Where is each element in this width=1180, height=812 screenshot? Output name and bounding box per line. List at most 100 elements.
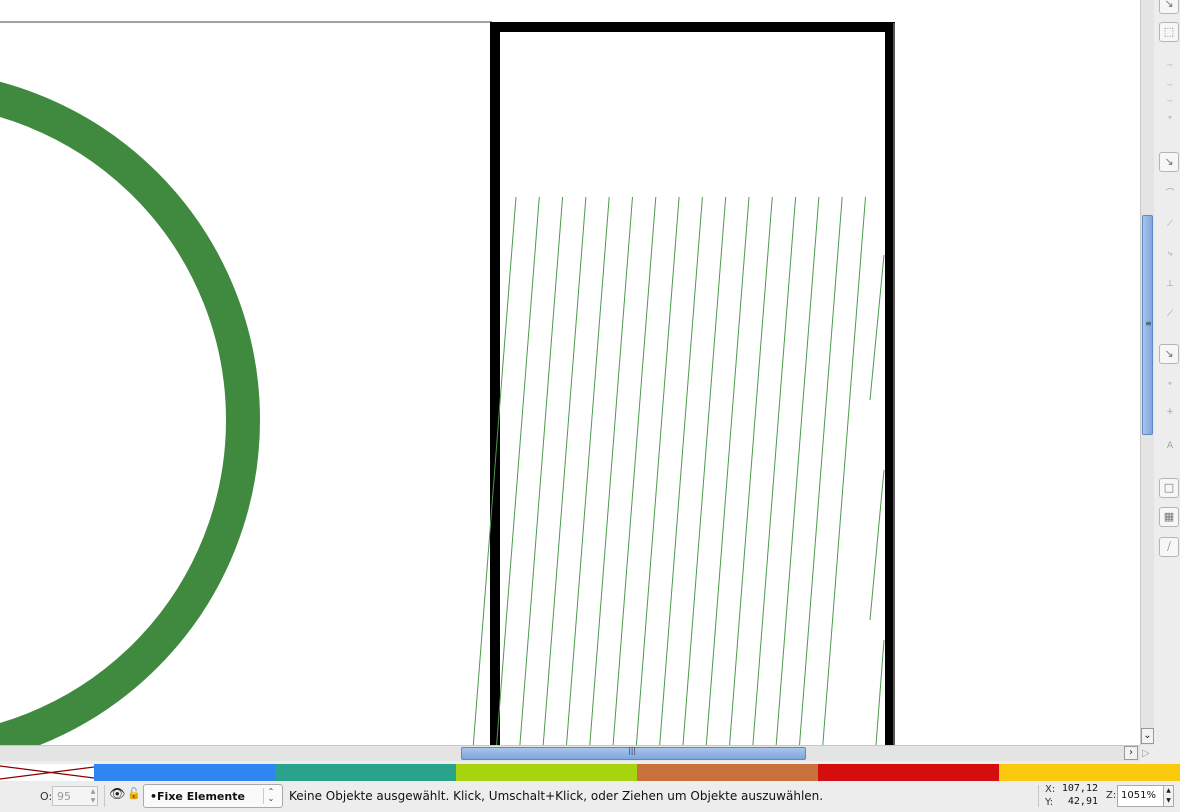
no-paint-x-icon xyxy=(0,765,95,780)
snap-toolbar: ↘ ⬚ ┈ ┈ ┈ ∘ ↘ ⌒ ⟋ ⤷ ⊥ ⟋ ↘ ∘ + A □ ▦ ⧸ xyxy=(1155,0,1180,760)
snap-nodes-button[interactable]: ↘ xyxy=(1159,152,1179,172)
hatch-line xyxy=(802,196,820,403)
hatch-line xyxy=(598,401,617,623)
hatch-line xyxy=(659,621,670,745)
divider xyxy=(1038,785,1039,807)
color-swatch[interactable] xyxy=(999,764,1180,781)
scroll-down-button[interactable]: ⌄ xyxy=(1141,728,1154,744)
snap-icon: ↘ xyxy=(1164,0,1174,10)
palette-menu-icon[interactable]: ▷ xyxy=(1142,748,1150,759)
hatch-line xyxy=(546,196,564,403)
snap-bbox-button[interactable]: ⬚ xyxy=(1159,22,1179,42)
hatch-line xyxy=(639,196,657,403)
chevron-down-icon: ⌄ xyxy=(1143,730,1152,741)
hatch-line xyxy=(522,196,540,403)
hatch-line xyxy=(785,401,804,623)
grid-icon: ▦ xyxy=(1163,510,1175,523)
snap-toggle-button[interactable]: ↘ xyxy=(1159,0,1179,14)
hatch-line xyxy=(622,401,641,623)
hatch-line xyxy=(612,621,624,745)
snap-cusp-icon[interactable]: ⤷ xyxy=(1167,249,1173,259)
hatch-line xyxy=(732,196,750,403)
hatch-line xyxy=(505,401,524,623)
color-swatch[interactable] xyxy=(275,764,456,781)
snap-intersections-icon[interactable]: ⟋ xyxy=(1166,219,1174,229)
hatch-line xyxy=(729,621,740,745)
hatch-line xyxy=(542,621,554,745)
lock-icon[interactable]: 🔓 xyxy=(127,787,141,800)
hatch-line xyxy=(705,621,717,745)
hatch-line xyxy=(616,196,633,403)
horizontal-scrollbar[interactable]: ||| › xyxy=(0,745,1140,761)
hatch-line xyxy=(589,621,600,745)
chevron-updown-icon: ⌃ ⌄ xyxy=(263,788,278,804)
hatch-line xyxy=(779,196,797,403)
zoom-label: Z: xyxy=(1106,790,1117,801)
opacity-spinner[interactable]: ▲ ▼ xyxy=(90,788,96,804)
zoom-input[interactable]: 1051% xyxy=(1117,785,1164,807)
drawing-canvas[interactable]: v xyxy=(0,0,1140,745)
hatch-line xyxy=(869,469,885,621)
hatch-line xyxy=(692,401,711,623)
hatch-line xyxy=(529,401,548,623)
hatch-line xyxy=(775,621,787,745)
color-swatch[interactable] xyxy=(456,764,637,781)
color-swatch[interactable] xyxy=(94,764,275,781)
nodes-icon: ↘ xyxy=(1164,155,1174,168)
snap-rotation-center-icon[interactable]: + xyxy=(1166,407,1174,417)
snap-others-button[interactable]: ↘ xyxy=(1159,344,1179,364)
guides-icon: ⧸ xyxy=(1167,540,1171,553)
hatch-line xyxy=(682,621,694,745)
hatch-line xyxy=(645,401,664,623)
snap-grid-button[interactable]: ▦ xyxy=(1159,507,1179,527)
snap-page-button[interactable]: □ xyxy=(1159,478,1179,498)
bbox-icon: ⬚ xyxy=(1163,25,1175,38)
status-message: Keine Objekte ausgewählt. Klick, Umschal… xyxy=(289,789,824,803)
page-icon: □ xyxy=(1163,481,1175,494)
zoom-spinner[interactable]: ▲ ▼ xyxy=(1163,785,1174,807)
color-swatch[interactable] xyxy=(818,764,999,781)
snap-midpoint-path-icon[interactable]: ⟋ xyxy=(1166,309,1174,319)
green-ring[interactable] xyxy=(0,81,260,745)
hatch-pattern[interactable] xyxy=(472,196,885,745)
black-frame-rect[interactable] xyxy=(490,22,895,745)
hatch-line xyxy=(635,621,647,745)
chevron-right-icon: › xyxy=(1129,747,1133,758)
snap-paths-icon[interactable]: ⌒ xyxy=(1165,189,1175,199)
hatch-line xyxy=(552,401,571,623)
color-swatch[interactable] xyxy=(637,764,818,781)
hatch-line xyxy=(822,621,833,745)
hatch-line xyxy=(668,401,687,623)
hatch-line xyxy=(762,401,781,623)
palette-swatches xyxy=(94,764,1180,781)
hatch-line xyxy=(575,401,594,623)
scroll-right-button[interactable]: › xyxy=(1124,746,1138,760)
snap-guides-button[interactable]: ⧸ xyxy=(1159,537,1179,557)
no-paint-swatch[interactable] xyxy=(0,764,95,781)
snap-text-baseline-icon[interactable]: A xyxy=(1166,441,1174,451)
snap-bbox-corners-icon[interactable]: ┈ xyxy=(1167,81,1173,91)
others-icon: ↘ xyxy=(1164,347,1174,360)
hatch-line xyxy=(875,639,885,745)
horizontal-scrollbar-thumb[interactable]: ||| xyxy=(461,746,806,760)
y-coord-value: 42,91 xyxy=(1067,796,1098,807)
vertical-scrollbar-thumb[interactable]: ≡ xyxy=(1142,215,1153,435)
hatch-line xyxy=(709,196,727,403)
hatch-line xyxy=(825,196,843,403)
canvas-drawing xyxy=(0,21,895,745)
vertical-scrollbar[interactable]: ≡ ⌄ xyxy=(1140,0,1154,745)
snap-smooth-icon[interactable]: ⊥ xyxy=(1166,279,1174,289)
snap-midpoints-icon[interactable]: ┈ xyxy=(1167,97,1173,107)
snap-object-center-icon[interactable]: ∘ xyxy=(1167,379,1173,389)
hatch-line xyxy=(592,196,610,403)
hatch-line xyxy=(738,401,757,623)
layer-dropdown[interactable]: •Fixe Elemente ⌃ ⌄ xyxy=(143,784,283,808)
color-palette xyxy=(0,764,1180,781)
eye-icon[interactable]: 👁 xyxy=(109,787,126,802)
x-coord-label: X: xyxy=(1045,784,1056,795)
hatch-line xyxy=(849,196,866,403)
snap-bbox-edges-icon[interactable]: ┈ xyxy=(1167,61,1173,71)
hatch-line xyxy=(831,401,850,623)
snap-center-icon[interactable]: ∘ xyxy=(1167,113,1173,123)
opacity-input[interactable]: 95 xyxy=(52,786,98,806)
